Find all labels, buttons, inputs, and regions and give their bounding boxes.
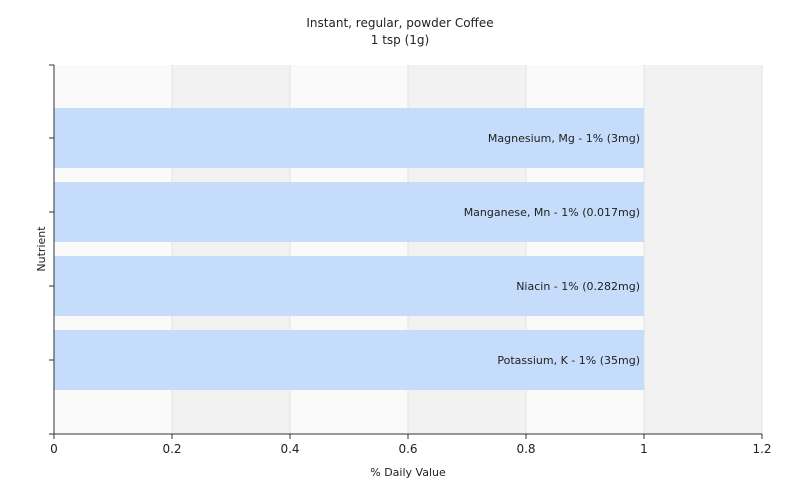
bar bbox=[54, 108, 644, 168]
bar bbox=[54, 182, 644, 242]
bars bbox=[54, 108, 644, 390]
x-axis-ticks: 0 0.2 0.4 0.6 0.8 1 1.2 bbox=[50, 434, 772, 456]
y-axis-ticks bbox=[49, 64, 54, 435]
x-tick-label: 0 bbox=[50, 442, 58, 456]
bar-label: Niacin - 1% (0.282mg) bbox=[516, 280, 640, 293]
x-axis-label: % Daily Value bbox=[370, 466, 446, 479]
x-tick-label: 0.6 bbox=[398, 442, 417, 456]
y-axis-label: Nutrient bbox=[35, 226, 48, 272]
bar bbox=[54, 256, 644, 316]
bar-label: Magnesium, Mg - 1% (3mg) bbox=[488, 132, 640, 145]
grid-band bbox=[644, 65, 762, 434]
bar-labels: Magnesium, Mg - 1% (3mg) Manganese, Mn - … bbox=[464, 132, 640, 367]
chart-title: Instant, regular, powder Coffee bbox=[306, 16, 493, 30]
x-tick-label: 1 bbox=[640, 442, 648, 456]
bar bbox=[54, 330, 644, 390]
x-tick-label: 0.2 bbox=[162, 442, 181, 456]
chart-subtitle: 1 tsp (1g) bbox=[371, 33, 429, 47]
x-tick-label: 0.4 bbox=[280, 442, 299, 456]
x-tick-label: 1.2 bbox=[752, 442, 771, 456]
bar-label: Potassium, K - 1% (35mg) bbox=[497, 354, 640, 367]
bar-label: Manganese, Mn - 1% (0.017mg) bbox=[464, 206, 640, 219]
x-tick-label: 0.8 bbox=[516, 442, 535, 456]
